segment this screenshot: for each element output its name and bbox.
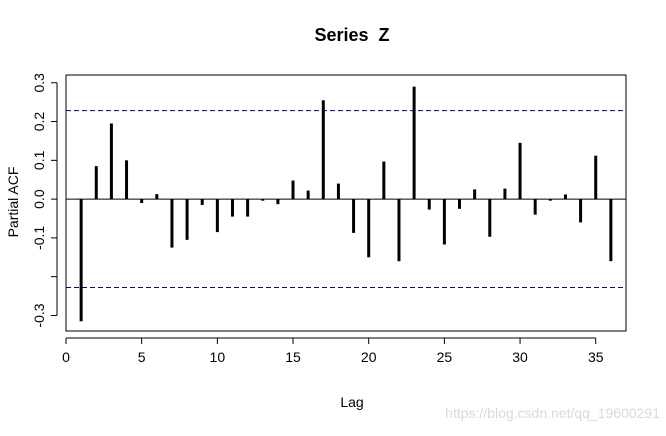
plot-frame xyxy=(65,74,627,332)
y-axis-label: Partial ACF xyxy=(5,167,21,238)
x-tick-label-35: 35 xyxy=(588,349,604,365)
x-tick-label-10: 10 xyxy=(210,349,226,365)
x-tick-label-5: 5 xyxy=(138,349,146,365)
y-tick-label-0.3: 0.3 xyxy=(31,73,47,93)
chart-title: Series Z xyxy=(314,25,389,45)
x-tick-label-0: 0 xyxy=(62,349,70,365)
y-tick-label-0.2: 0.2 xyxy=(31,112,47,132)
x-tick-label-15: 15 xyxy=(285,349,301,365)
x-tick-label-25: 25 xyxy=(437,349,453,365)
y-tick-label-0.1: 0.1 xyxy=(31,150,47,170)
y-tick-label-0: 0.0 xyxy=(31,189,47,209)
x-tick-label-30: 30 xyxy=(512,349,528,365)
x-axis-label: Lag xyxy=(340,394,363,410)
x-tick-label-20: 20 xyxy=(361,349,377,365)
y-tick-label--0.3: -0.3 xyxy=(31,303,47,327)
watermark: https://blog.csdn.net/qq_19600291 xyxy=(445,405,660,421)
plot-layer: 0 5 10 15 20 25 30 35 -0.3 -0.1 0.0 0.1 0.2 0.3 xyxy=(31,73,626,365)
y-tick-label--0.1: -0.1 xyxy=(31,226,47,250)
